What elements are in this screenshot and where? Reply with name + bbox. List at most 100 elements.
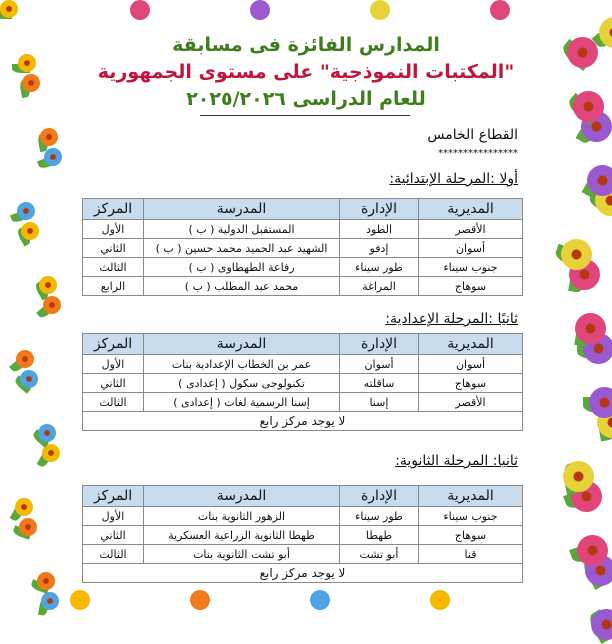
- table-cell: إدفو: [339, 238, 419, 258]
- table-cell: طهطا الثانوية الزراعية العسكرية: [143, 525, 340, 545]
- table-cell: المستقبل الدولية ( ب ): [143, 219, 340, 239]
- footer-note: لا يوجد مركز رابع: [82, 411, 523, 431]
- table-cell: إسنا: [339, 392, 419, 412]
- table-cell: أسوان: [418, 238, 523, 258]
- flower-icon: [577, 535, 608, 566]
- title-line-1: المدارس الفائزة فى مسابقة: [172, 34, 440, 56]
- header-row: المديرية الإدارة المدرسة المركز: [82, 333, 523, 355]
- flower-icon: [16, 350, 34, 368]
- table-cell: محمد عبد المطلب ( ب ): [143, 276, 340, 296]
- flower-icon: [43, 296, 61, 314]
- stars-divider: ****************: [438, 148, 518, 159]
- flower-icon: [370, 0, 390, 20]
- table-row: الأقصر إسنا إسنا الرسمية لغات ( إعدادى ) ال…: [82, 392, 523, 412]
- footer-note: لا يوجد مركز رابع: [82, 563, 523, 583]
- table-cell: سوهاج: [418, 276, 523, 296]
- header-row: المديرية الإدارة المدرسة المركز: [82, 485, 523, 507]
- flower-icon: [490, 0, 510, 20]
- footer-row: لا يوجد مركز رابع: [82, 411, 523, 431]
- column-header: المدرسة: [143, 333, 340, 355]
- table-cell: قنا: [418, 544, 523, 564]
- title-line-3: للعام الدراسى ٢٠٢٥/٢٠٢٦: [186, 88, 426, 110]
- table-row: جنوب سيناء طور سيناء رفاعة الطهطاوى ( ب ) ا…: [82, 257, 523, 277]
- flower-icon: [190, 590, 210, 610]
- column-header: المدرسة: [143, 198, 340, 220]
- table-cell: الثاني: [82, 373, 144, 393]
- table-cell: جنوب سيناء: [418, 257, 523, 277]
- flower-icon: [130, 0, 150, 20]
- table-row: سوهاج المراغة محمد عبد المطلب ( ب ) الرابع: [82, 276, 523, 296]
- flower-icon: [561, 239, 592, 270]
- table-row: قنا أبو تشت أبو تشت الثانوية بنات الثالث: [82, 544, 523, 564]
- flower-icon: [40, 128, 58, 146]
- flower-icon: [430, 590, 450, 610]
- table-cell: الثاني: [82, 238, 144, 258]
- table-cell: الثالث: [82, 544, 144, 564]
- table-cell: سوهاج: [418, 373, 523, 393]
- secondary-title: ثانيا: المرحلة الثانوية:: [395, 453, 518, 469]
- flower-icon: [70, 590, 90, 610]
- table-cell: الثالث: [82, 257, 144, 277]
- flower-icon: [39, 276, 57, 294]
- column-header: الإدارة: [339, 333, 419, 355]
- table-cell: الأقصر: [418, 392, 523, 412]
- table-cell: طور سيناء: [339, 506, 419, 526]
- column-header: المديرية: [418, 485, 523, 507]
- flower-icon: [20, 370, 38, 388]
- table-cell: أسوان: [418, 354, 523, 374]
- table-cell: طور سيناء: [339, 257, 419, 277]
- column-header: المديرية: [418, 333, 523, 355]
- header-row: المديرية الإدارة المدرسة المركز: [82, 198, 523, 220]
- table-row: سوهاج طهطا طهطا الثانوية الزراعية العسكرية…: [82, 525, 523, 545]
- flower-icon: [575, 313, 606, 344]
- flower-icon: [17, 202, 35, 220]
- table-cell: جنوب سيناء: [418, 506, 523, 526]
- table-cell: الطود: [339, 219, 419, 239]
- flower-icon: [310, 590, 330, 610]
- column-header: المدرسة: [143, 485, 340, 507]
- flower-icon: [15, 498, 33, 516]
- table-cell: سوهاج: [418, 525, 523, 545]
- table-cell: إسنا الرسمية لغات ( إعدادى ): [143, 392, 340, 412]
- flower-icon: [41, 592, 59, 610]
- primary-title: أولا :المرحلة الإبتدائية:: [389, 171, 518, 187]
- table-row: أسوان إدفو الشهيد عبد الحميد محمد حسين ( ب…: [82, 238, 523, 258]
- flower-icon: [587, 165, 612, 196]
- table-cell: أسوان: [339, 354, 419, 374]
- table-cell: الأقصر: [418, 219, 523, 239]
- flower-icon: [38, 424, 56, 442]
- table-cell: الأول: [82, 354, 144, 374]
- flower-icon: [42, 444, 60, 462]
- table-cell: الزهور الثانوية بنات: [143, 506, 340, 526]
- footer-row: لا يوجد مركز رابع: [82, 563, 523, 583]
- table-cell: الأول: [82, 506, 144, 526]
- flower-icon: [573, 91, 604, 122]
- flower-icon: [0, 0, 18, 18]
- primary-table: المديرية الإدارة المدرسة المركز الأقصر الطود ا…: [82, 198, 523, 296]
- title-line-2: "المكتبات النموذجية" على مستوى الجمهورية: [97, 61, 515, 83]
- column-header: الإدارة: [339, 485, 419, 507]
- preparatory-table: المديرية الإدارة المدرسة المركز أسوان أسوان عم…: [82, 333, 523, 431]
- flower-icon: [589, 387, 612, 418]
- preparatory-title: ثانيًا :المرحلة الإعدادية:: [385, 311, 518, 327]
- column-header: المركز: [82, 198, 144, 220]
- secondary-table: المديرية الإدارة المدرسة المركز جنوب سيناء طو…: [82, 485, 523, 583]
- flower-icon: [591, 609, 612, 640]
- table-cell: الأول: [82, 219, 144, 239]
- flower-icon: [44, 148, 62, 166]
- column-header: المركز: [82, 485, 144, 507]
- table-cell: الثالث: [82, 392, 144, 412]
- table-cell: الثاني: [82, 525, 144, 545]
- flower-icon: [37, 572, 55, 590]
- flower-icon: [19, 518, 37, 536]
- flower-icon: [250, 0, 270, 20]
- table-cell: الشهيد عبد الحميد محمد حسين ( ب ): [143, 238, 340, 258]
- table-row: جنوب سيناء طور سيناء الزهور الثانوية بنات ا…: [82, 506, 523, 526]
- table-row: أسوان أسوان عمر بن الخطاب الإعدادية بنات ال…: [82, 354, 523, 374]
- flower-icon: [563, 461, 594, 492]
- flower-icon: [18, 54, 36, 72]
- table-row: سوهاج ساقلته تكنولوجى سكول ( إعدادى ) الثان…: [82, 373, 523, 393]
- flower-icon: [21, 222, 39, 240]
- table-cell: طهطا: [339, 525, 419, 545]
- table-cell: ساقلته: [339, 373, 419, 393]
